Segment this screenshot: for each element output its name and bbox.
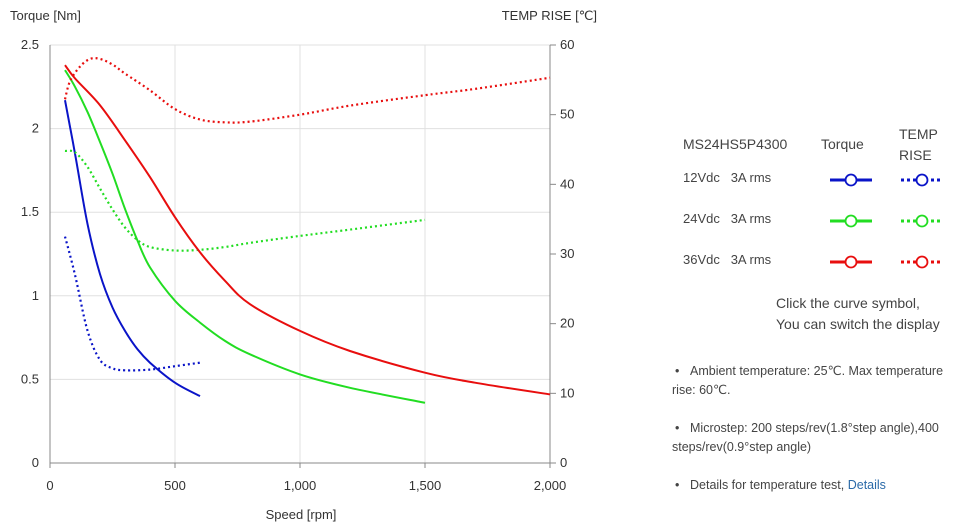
- y-tick-label: 0.5: [21, 371, 39, 386]
- y-tick-label: 1.5: [21, 204, 39, 219]
- x-tick-label: 1,000: [284, 478, 317, 493]
- bullet-icon: •: [675, 478, 680, 492]
- legend-row: 12Vdc 3A rms: [672, 170, 962, 211]
- legend-hint-line1: Click the curve symbol,: [776, 295, 920, 311]
- y2-tick-label: 10: [560, 385, 574, 400]
- y-tick-label: 1: [32, 288, 39, 303]
- y2-tick-label: 60: [560, 37, 574, 52]
- bullet-icon: •: [675, 364, 680, 378]
- y2-tick-label: 40: [560, 176, 574, 191]
- legend-temp-rise-symbol[interactable]: [900, 213, 944, 229]
- notes-panel: • Ambient temperature: 25℃. Max temperatu…: [672, 362, 962, 514]
- legend-header: MS24HS5P4300 Torque TEMP RISE: [672, 118, 962, 170]
- legend-hint: Click the curve symbol, You can switch t…: [672, 293, 962, 335]
- legend-marker: [844, 255, 858, 269]
- x-axis-title: Speed [rpm]: [266, 507, 337, 522]
- series-line-torque: [64, 69, 426, 404]
- y-tick-label: 0: [32, 455, 39, 470]
- x-tick-label: 0: [46, 478, 53, 493]
- legend-torque-symbol[interactable]: [829, 254, 873, 270]
- chart-grid: [49, 44, 551, 464]
- legend-row-label: 12Vdc 3A rms: [683, 170, 772, 185]
- torque-speed-chart: 0 500 1,000 1,500 2,000 0 0.5 1 1.5 2 2.5 0 10 20 30 40…: [10, 8, 597, 522]
- legend-marker: [915, 255, 929, 269]
- legend-hint-line2: You can switch the display: [776, 316, 940, 332]
- legend-row: 24Vdc 3A rms: [672, 211, 962, 252]
- details-link[interactable]: Details: [847, 478, 886, 492]
- legend-torque-symbol[interactable]: [829, 213, 873, 229]
- y2-tick-label: 50: [560, 107, 574, 122]
- legend-rows: 12Vdc 3A rms 24Vdc 3A rms 36Vdc 3A rms: [672, 170, 962, 293]
- series-line-temp-rise: [64, 149, 426, 252]
- legend-panel: MS24HS5P4300 Torque TEMP RISE 12Vdc 3A rm…: [672, 118, 962, 335]
- y-tick-label: 2: [32, 121, 39, 136]
- legend-row-label: 36Vdc 3A rms: [683, 252, 772, 267]
- series-line-temp-rise: [63, 57, 551, 124]
- details-text: Details for temperature test,: [690, 478, 845, 492]
- chart-axes: 0 500 1,000 1,500 2,000 0 0.5 1 1.5 2 2.5 0 10 20 30 40…: [21, 37, 575, 493]
- y2-tick-label: 20: [560, 316, 574, 331]
- note-ambient: • Ambient temperature: 25℃. Max temperatu…: [672, 364, 944, 397]
- x-tick-label: 2,000: [534, 478, 567, 493]
- x-tick-label: 500: [164, 478, 186, 493]
- y-tick-label: 2.5: [21, 37, 39, 52]
- legend-torque-symbol[interactable]: [829, 172, 873, 188]
- series-line-torque: [64, 64, 551, 396]
- y2-tick-label: 0: [560, 455, 567, 470]
- chart-series: [63, 57, 551, 404]
- legend-col-temp-rise: TEMP RISE: [899, 126, 938, 163]
- legend-marker: [915, 214, 929, 228]
- series-line-torque: [64, 100, 201, 397]
- motor-model-label: MS24HS5P4300: [683, 136, 788, 152]
- legend-marker: [844, 214, 858, 228]
- note-microstep: • Microstep: 200 steps/rev(1.8°step angle…: [672, 421, 939, 454]
- note-details: • Details for temperature test, Details: [672, 476, 962, 495]
- bullet-icon: •: [675, 421, 680, 435]
- legend-row-label: 24Vdc 3A rms: [683, 211, 772, 226]
- y-axis-title: Torque [Nm]: [10, 8, 81, 23]
- x-tick-label: 1,500: [409, 478, 442, 493]
- y2-tick-label: 30: [560, 246, 574, 261]
- series-line-temp-rise: [63, 236, 201, 372]
- y2-axis-title: TEMP RISE [℃]: [502, 8, 597, 23]
- legend-temp-rise-symbol[interactable]: [900, 254, 944, 270]
- legend-temp-rise-symbol[interactable]: [900, 172, 944, 188]
- legend-marker: [915, 173, 929, 187]
- legend-row: 36Vdc 3A rms: [672, 252, 962, 293]
- legend-col-torque: Torque: [821, 136, 864, 152]
- legend-marker: [844, 173, 858, 187]
